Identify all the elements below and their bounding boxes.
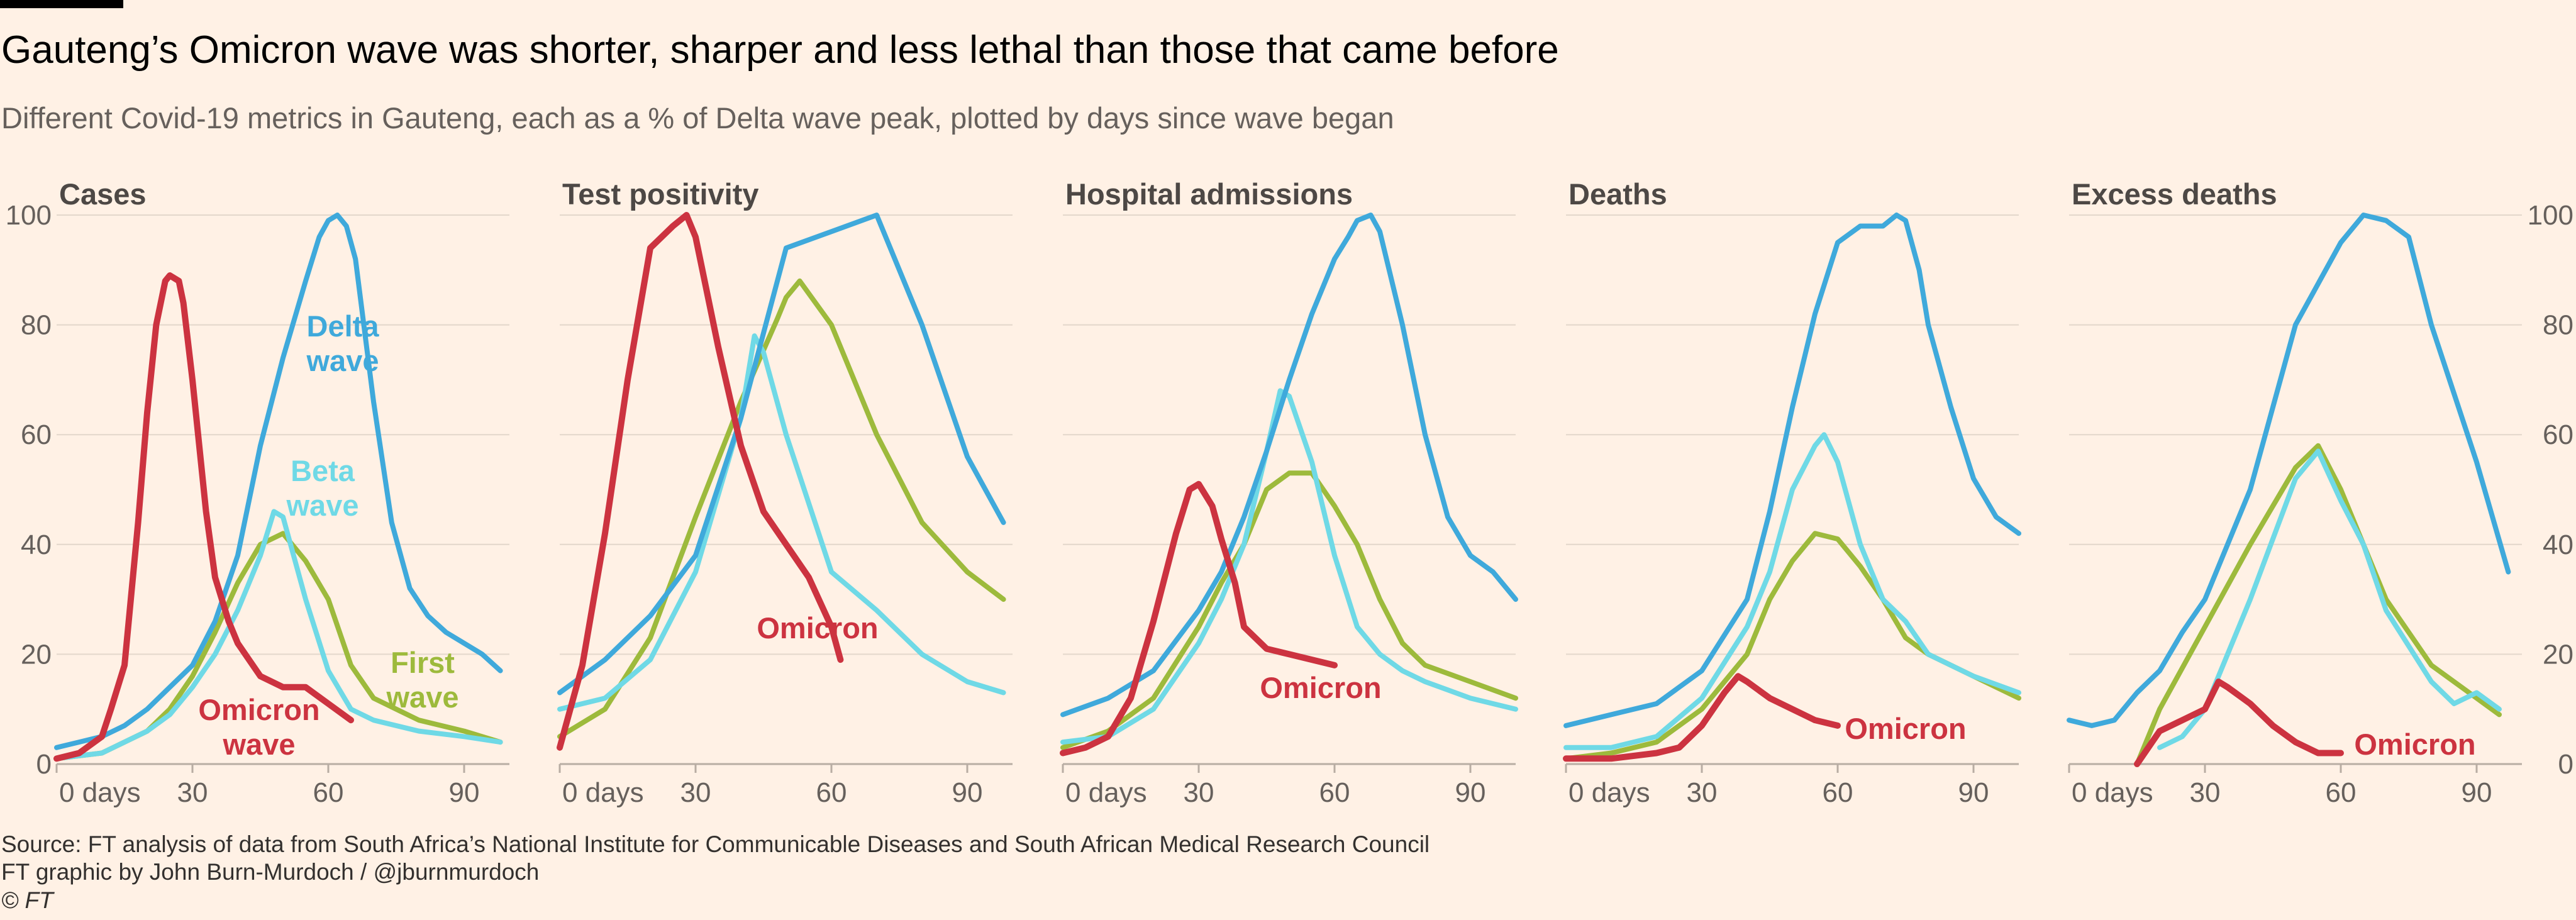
x-tick-label: 90 (1958, 777, 1989, 808)
x-tick-label: 90 (1455, 777, 1486, 808)
x-tick-label: 30 (177, 777, 208, 808)
x-tick-label: 0 days (2072, 777, 2153, 808)
omicron-line (557, 212, 844, 751)
credit-note: FT graphic by John Burn-Murdoch / @jburn… (1, 859, 540, 885)
x-tick-label: 60 (1319, 777, 1350, 808)
omicron-label: Omicron (757, 611, 878, 645)
y-tick-label-left: 60 (21, 419, 52, 450)
copyright-note: © FT (1, 887, 53, 913)
delta-label: Delta (307, 309, 380, 343)
x-tick-label: 30 (1687, 777, 1718, 808)
first-line (1563, 531, 2021, 762)
first-label: wave (386, 680, 459, 714)
omicron-label: Omicron (2354, 728, 2475, 761)
y-tick-label-right: 80 (2543, 310, 2573, 341)
beta-label: wave (286, 489, 359, 522)
y-tick-label-right: 100 (2528, 200, 2573, 231)
panel-title: Hospital admissions (1065, 177, 1353, 211)
first-line (557, 278, 1006, 740)
y-tick-label-right: 20 (2543, 639, 2573, 670)
y-tick-label-right: 40 (2543, 529, 2573, 560)
chart-title: Gauteng’s Omicron wave was shorter, shar… (1, 28, 1559, 72)
y-tick-label-left: 20 (21, 639, 52, 670)
omicron-label: Omicron (1260, 671, 1381, 704)
y-tick-label-left: 100 (6, 200, 52, 231)
panel-title: Excess deaths (2072, 177, 2277, 211)
delta-line (2067, 213, 2511, 728)
x-tick-label: 30 (680, 777, 711, 808)
y-tick-label-left: 40 (21, 529, 52, 560)
y-tick-label-left: 0 (36, 749, 52, 780)
delta-line (54, 213, 503, 750)
x-tick-label: 60 (816, 777, 847, 808)
x-tick-label: 90 (2462, 777, 2492, 808)
x-tick-label: 0 days (562, 777, 644, 808)
omicron-line (1563, 673, 1841, 762)
x-tick-label: 60 (313, 777, 344, 808)
omicron-label: wave (223, 728, 296, 761)
first-line (1060, 470, 1518, 750)
delta-line (557, 213, 1006, 696)
omicron-line (1060, 480, 1338, 757)
x-tick-label: 0 days (1065, 777, 1147, 808)
source-note: Source: FT analysis of data from South A… (1, 831, 1430, 857)
omicron-line (53, 272, 354, 762)
x-tick-label: 90 (449, 777, 480, 808)
beta-line (54, 509, 503, 762)
omicron-label: Omicron (1845, 712, 1966, 745)
delta-label: wave (306, 344, 379, 377)
beta-label: Beta (291, 454, 355, 487)
x-tick-label: 30 (1184, 777, 1214, 808)
x-tick-label: 90 (952, 777, 983, 808)
delta-line (1060, 213, 1518, 718)
panel-title: Test positivity (562, 177, 759, 211)
x-tick-label: 0 days (59, 777, 141, 808)
beta-line (557, 333, 1006, 712)
first-line (2135, 443, 2502, 767)
first-label: First (391, 646, 455, 679)
x-tick-label: 0 days (1568, 777, 1650, 808)
y-tick-label-left: 80 (21, 310, 52, 341)
x-tick-label: 30 (2190, 777, 2221, 808)
omicron-label: Omicron (198, 693, 319, 726)
x-tick-label: 60 (2326, 777, 2357, 808)
panel-title: Cases (59, 177, 147, 211)
beta-line (1563, 432, 2021, 750)
omicron-line (2134, 679, 2344, 767)
y-tick-label-right: 60 (2543, 419, 2573, 450)
x-tick-label: 60 (1823, 777, 1853, 808)
y-tick-label-right: 0 (2558, 749, 2573, 780)
chart-subtitle: Different Covid-19 metrics in Gauteng, e… (1, 101, 1394, 135)
panel-title: Deaths (1568, 177, 1667, 211)
ft-brand-bar (0, 0, 123, 8)
delta-line (1563, 213, 2021, 728)
beta-line (1060, 388, 1518, 745)
